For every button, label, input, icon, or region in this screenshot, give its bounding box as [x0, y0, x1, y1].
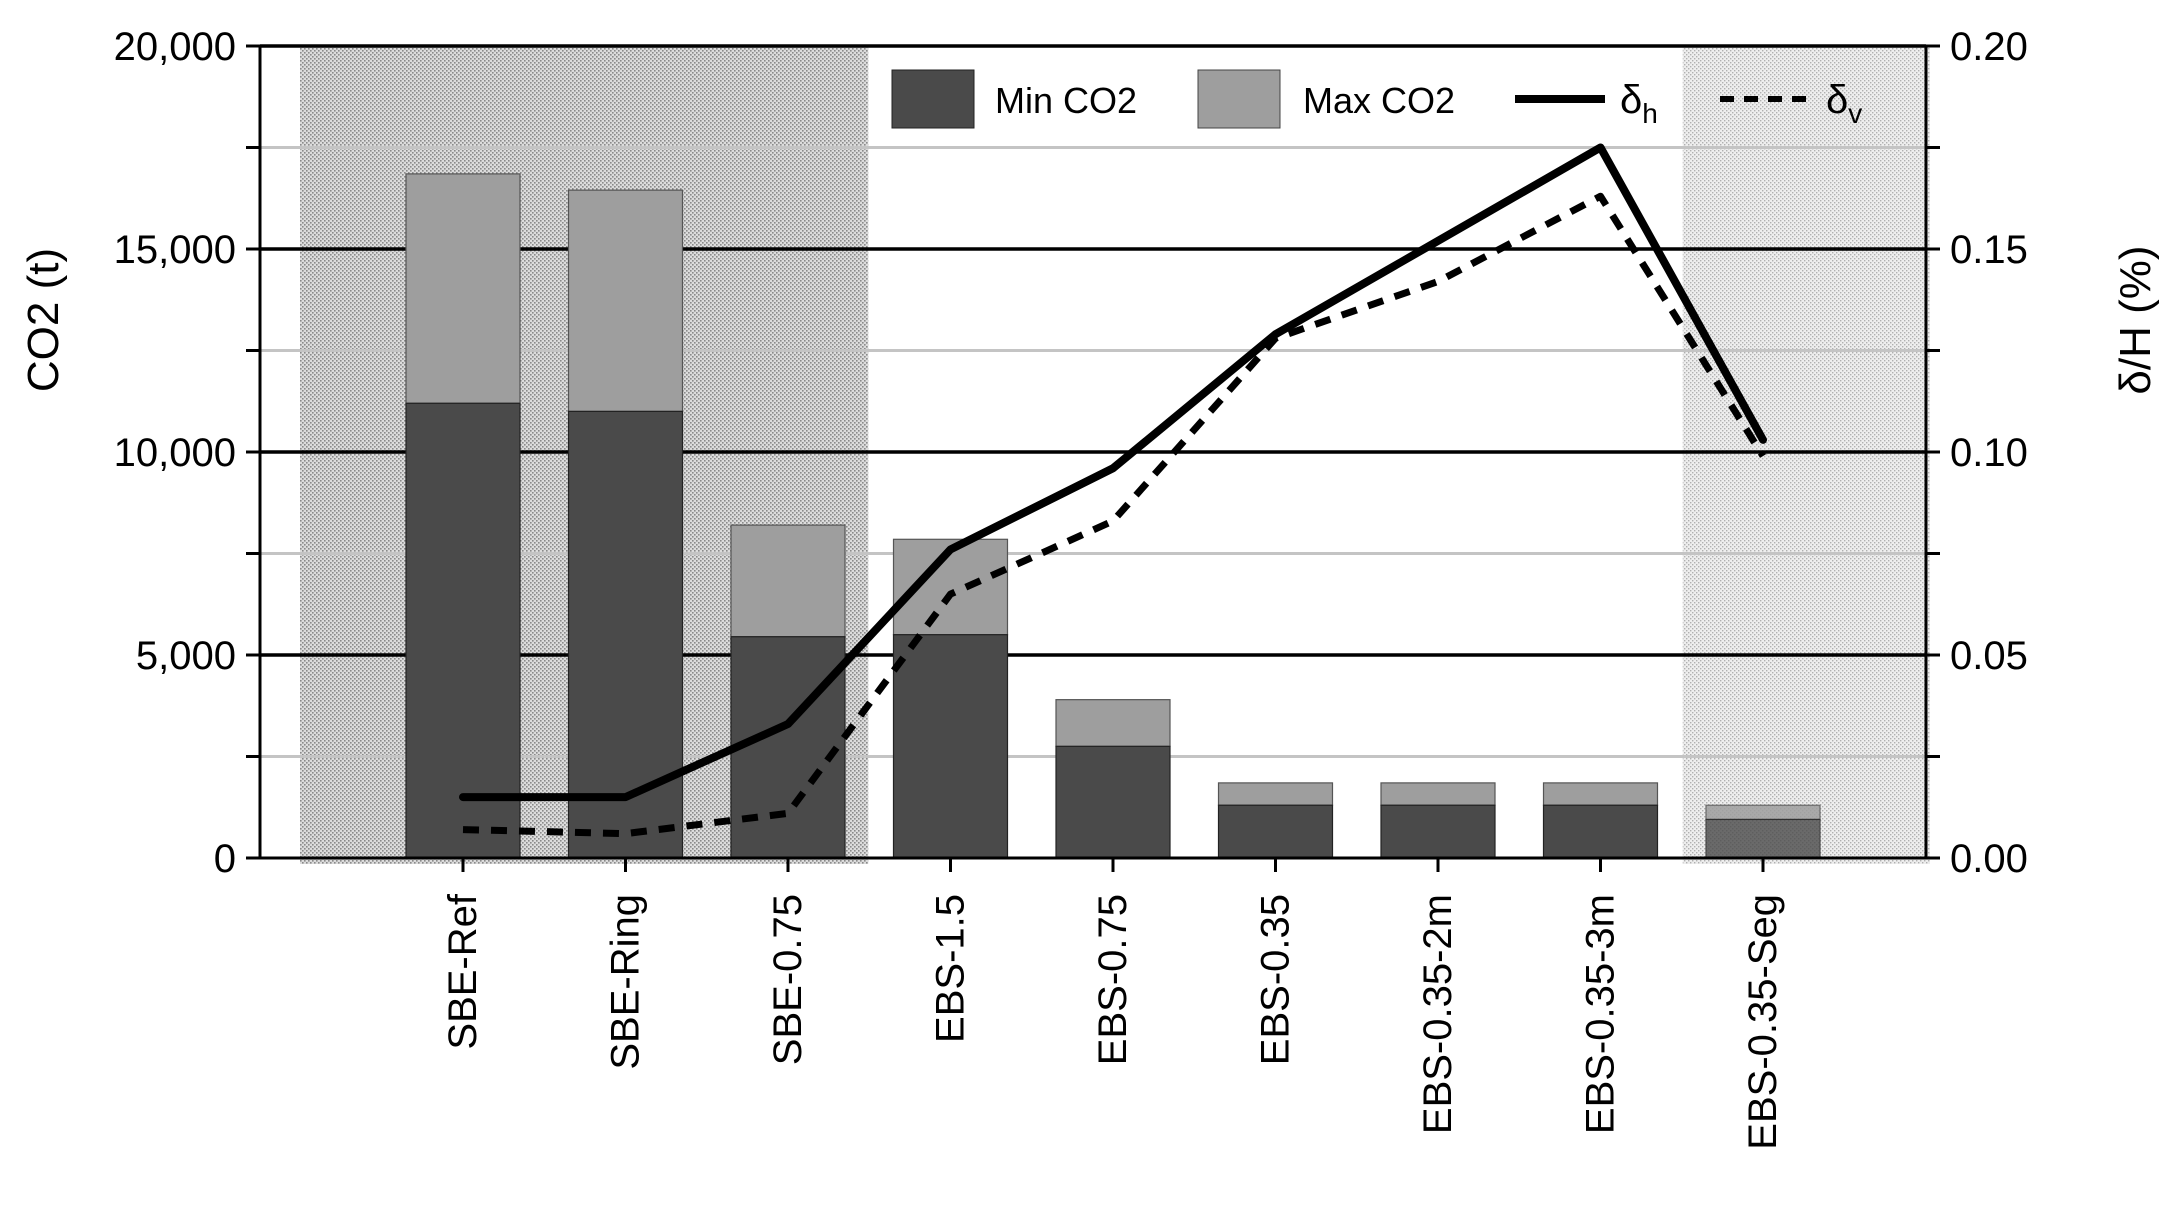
y-right-tick-label: 0.10	[1950, 431, 2028, 475]
bar-min-SBE-Ref	[405, 402, 521, 859]
y-left-tick-label: 20,000	[114, 25, 236, 69]
bar-max-EBS-0.35	[1217, 782, 1334, 806]
legend: Min CO2 Max CO2 δh δv	[891, 69, 1862, 129]
y-right-axis-label: δ/H (%)	[2111, 245, 2160, 394]
bar-min-EBS-0.35-Seg	[1705, 818, 1821, 859]
bar-min-EBS-0.75	[1055, 745, 1171, 859]
bar-max-SBE-Ring	[567, 189, 684, 413]
shaded-region-1	[1682, 46, 1930, 864]
gridlines	[260, 44, 1926, 758]
bar-max-SBE-0.75	[730, 524, 846, 638]
bar-max-EBS-0.35-Seg	[1705, 804, 1821, 821]
y-right-tick-label: 0.00	[1950, 837, 2028, 881]
y-right-tick-label: 0.15	[1950, 228, 2028, 272]
legend-max-label: Max CO2	[1303, 80, 1455, 121]
category-label-SBE-Ring: SBE-Ring	[604, 894, 648, 1070]
tick-labels: 0 5,000 10,000 15,000 20,000 0.00 0.05 0.10 0.15…	[114, 25, 2028, 881]
legend-dv-label: δv	[1826, 78, 1862, 129]
category-label-EBS-0.35-2m: EBS-0.35-2m	[1416, 894, 1460, 1134]
bar-max-SBE-Ref	[405, 173, 521, 404]
category-labels: SBE-Ref SBE-Ring SBE-0.75 EBS-1.5 EBS-0.75 EB…	[441, 893, 1785, 1150]
axes	[246, 44, 1940, 872]
bar-max-EBS-0.75	[1055, 699, 1171, 747]
line-δh	[459, 143, 1767, 802]
legend-max-swatch	[1197, 69, 1281, 129]
category-label-SBE-Ref: SBE-Ref	[441, 893, 485, 1049]
bar-min-SBE-0.75	[730, 636, 846, 859]
legend-min-label: Min CO2	[995, 80, 1137, 121]
bar-min-EBS-0.35-3m	[1542, 804, 1659, 859]
category-label-SBE-0.75: SBE-0.75	[766, 894, 810, 1065]
category-label-EBS-0.35-3m: EBS-0.35-3m	[1579, 894, 1623, 1134]
category-label-EBS-0.35: EBS-0.35	[1254, 894, 1298, 1065]
bars-group	[405, 173, 1821, 859]
legend-min-swatch	[891, 69, 975, 129]
y-left-tick-label: 15,000	[114, 228, 236, 272]
legend-dh-subscript: h	[1642, 98, 1658, 129]
bar-min-EBS-0.35-2m	[1380, 804, 1496, 859]
y-right-tick-label: 0.05	[1950, 634, 2028, 678]
y-right-tick-label: 0.20	[1950, 25, 2028, 69]
bar-max-EBS-0.35-2m	[1380, 782, 1496, 806]
y-left-axis-label: CO2 (t)	[19, 248, 68, 392]
lines-group	[459, 143, 1767, 838]
legend-dh-symbol: δ	[1620, 78, 1642, 122]
bar-min-SBE-Ring	[567, 410, 684, 859]
bar-min-EBS-0.35	[1217, 804, 1334, 859]
legend-dv-subscript: v	[1848, 98, 1862, 129]
legend-dv-symbol: δ	[1826, 78, 1848, 122]
y-left-tick-label: 5,000	[136, 634, 236, 678]
category-label-EBS-0.35-Seg: EBS-0.35-Seg	[1741, 894, 1785, 1150]
y-left-tick-label: 10,000	[114, 431, 236, 475]
bar-max-EBS-0.35-3m	[1542, 782, 1659, 806]
legend-dh-label: δh	[1620, 78, 1658, 129]
category-label-EBS-0.75: EBS-0.75	[1091, 894, 1135, 1065]
y-left-tick-label: 0	[214, 837, 236, 881]
category-label-EBS-1.5: EBS-1.5	[929, 894, 973, 1043]
line-δv	[462, 192, 1766, 838]
bar-min-EBS-1.5	[892, 634, 1009, 859]
